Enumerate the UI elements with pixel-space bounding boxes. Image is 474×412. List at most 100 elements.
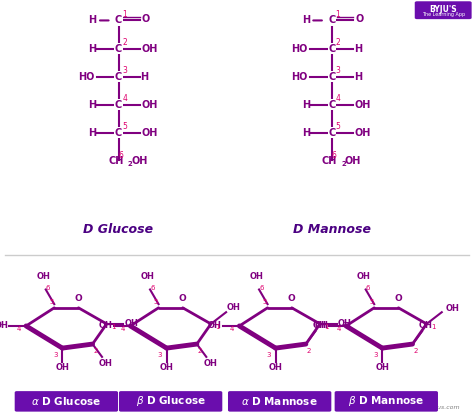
- Text: H: H: [301, 15, 310, 26]
- Text: 4: 4: [336, 94, 340, 103]
- Text: OH: OH: [375, 363, 389, 372]
- Text: BYJU'S: BYJU'S: [429, 5, 457, 14]
- Text: OH: OH: [203, 358, 217, 368]
- Text: OH: OH: [337, 319, 352, 328]
- Text: 3: 3: [122, 66, 127, 75]
- Text: 4: 4: [120, 326, 125, 332]
- Text: OH: OH: [36, 272, 50, 281]
- Text: H: H: [88, 15, 97, 26]
- Text: $\beta$ D Glucose: $\beta$ D Glucose: [136, 394, 206, 408]
- Text: $\beta$ D Mannose: $\beta$ D Mannose: [348, 394, 425, 408]
- Text: OH: OH: [141, 44, 157, 54]
- Text: 6: 6: [118, 151, 123, 160]
- Text: 5: 5: [336, 122, 340, 131]
- Text: C: C: [328, 44, 336, 54]
- Text: 1: 1: [122, 9, 127, 19]
- Text: OH: OH: [314, 321, 328, 330]
- Text: H: H: [88, 100, 97, 110]
- Text: OH: OH: [99, 321, 113, 330]
- Text: O: O: [355, 14, 364, 24]
- Text: 3: 3: [267, 352, 271, 358]
- Text: 2: 2: [122, 37, 127, 47]
- Text: OH: OH: [132, 156, 148, 166]
- Text: 5: 5: [49, 299, 54, 305]
- Text: OH: OH: [419, 321, 433, 330]
- Text: OH: OH: [356, 272, 370, 281]
- Text: 1: 1: [215, 324, 220, 330]
- Text: C: C: [328, 100, 336, 110]
- Text: H: H: [88, 128, 97, 138]
- Text: 3: 3: [158, 352, 162, 358]
- Text: C: C: [328, 72, 336, 82]
- Text: OH: OH: [141, 128, 157, 138]
- Text: 2: 2: [128, 161, 133, 167]
- Text: 5: 5: [154, 299, 158, 305]
- Text: OH: OH: [141, 272, 155, 281]
- Text: O: O: [142, 14, 150, 24]
- Text: 3: 3: [374, 352, 378, 358]
- Text: OH: OH: [160, 363, 173, 372]
- Text: OH: OH: [208, 321, 222, 330]
- Text: O: O: [74, 295, 82, 303]
- Text: CH: CH: [109, 156, 124, 166]
- Text: H: H: [301, 128, 310, 138]
- Text: HO: HO: [292, 72, 308, 82]
- Text: C: C: [115, 128, 122, 138]
- Text: 3: 3: [336, 66, 340, 75]
- Text: 6: 6: [259, 286, 264, 291]
- Text: 5: 5: [122, 122, 127, 131]
- Text: OH: OH: [141, 100, 157, 110]
- Text: OH: OH: [345, 156, 361, 166]
- Text: The Learning App: The Learning App: [422, 12, 465, 16]
- Text: D Glucose: D Glucose: [83, 223, 154, 236]
- FancyBboxPatch shape: [335, 391, 438, 412]
- Text: O: O: [288, 295, 296, 303]
- Text: 5: 5: [263, 299, 267, 305]
- FancyBboxPatch shape: [15, 391, 118, 412]
- Text: O: O: [179, 295, 187, 303]
- FancyBboxPatch shape: [228, 391, 331, 412]
- Text: $\alpha$ D Mannose: $\alpha$ D Mannose: [241, 396, 318, 407]
- Text: 6: 6: [150, 286, 155, 291]
- Text: D Mannose: D Mannose: [293, 223, 371, 236]
- Text: 6: 6: [46, 286, 50, 291]
- Text: C: C: [328, 128, 336, 138]
- Text: $\alpha$ D Glucose: $\alpha$ D Glucose: [31, 396, 101, 407]
- Text: 1: 1: [431, 324, 436, 330]
- Text: H: H: [88, 44, 97, 54]
- Text: 1: 1: [324, 324, 329, 330]
- Text: 4: 4: [122, 94, 127, 103]
- Text: C: C: [115, 44, 122, 54]
- Text: OH: OH: [227, 303, 241, 312]
- Text: 1: 1: [336, 9, 340, 19]
- Text: OH: OH: [269, 363, 283, 372]
- Text: OH: OH: [55, 363, 69, 372]
- Text: OH: OH: [250, 272, 264, 281]
- Text: O: O: [394, 295, 402, 303]
- Text: 1: 1: [111, 324, 116, 330]
- Text: OH: OH: [0, 321, 9, 330]
- Text: OH: OH: [355, 128, 371, 138]
- Text: C: C: [115, 100, 122, 110]
- Text: 2: 2: [341, 161, 346, 167]
- Text: H: H: [301, 100, 310, 110]
- Text: C: C: [115, 72, 122, 82]
- Text: 4: 4: [16, 326, 21, 332]
- Text: C: C: [328, 15, 336, 26]
- Text: C: C: [115, 15, 122, 26]
- Text: 2: 2: [93, 348, 98, 353]
- Text: CH: CH: [322, 156, 337, 166]
- Text: 5: 5: [369, 299, 374, 305]
- Text: 2: 2: [198, 348, 202, 353]
- Text: 2: 2: [307, 348, 311, 353]
- Text: 3: 3: [54, 352, 58, 358]
- Text: H: H: [140, 72, 149, 82]
- Text: HO: HO: [78, 72, 94, 82]
- Text: OH: OH: [312, 321, 326, 330]
- Text: OH: OH: [99, 358, 113, 368]
- FancyBboxPatch shape: [119, 391, 222, 412]
- Text: © Byjus.com: © Byjus.com: [419, 405, 460, 410]
- Text: OH: OH: [446, 304, 460, 313]
- Text: 6: 6: [366, 286, 370, 291]
- Text: OH: OH: [124, 319, 138, 328]
